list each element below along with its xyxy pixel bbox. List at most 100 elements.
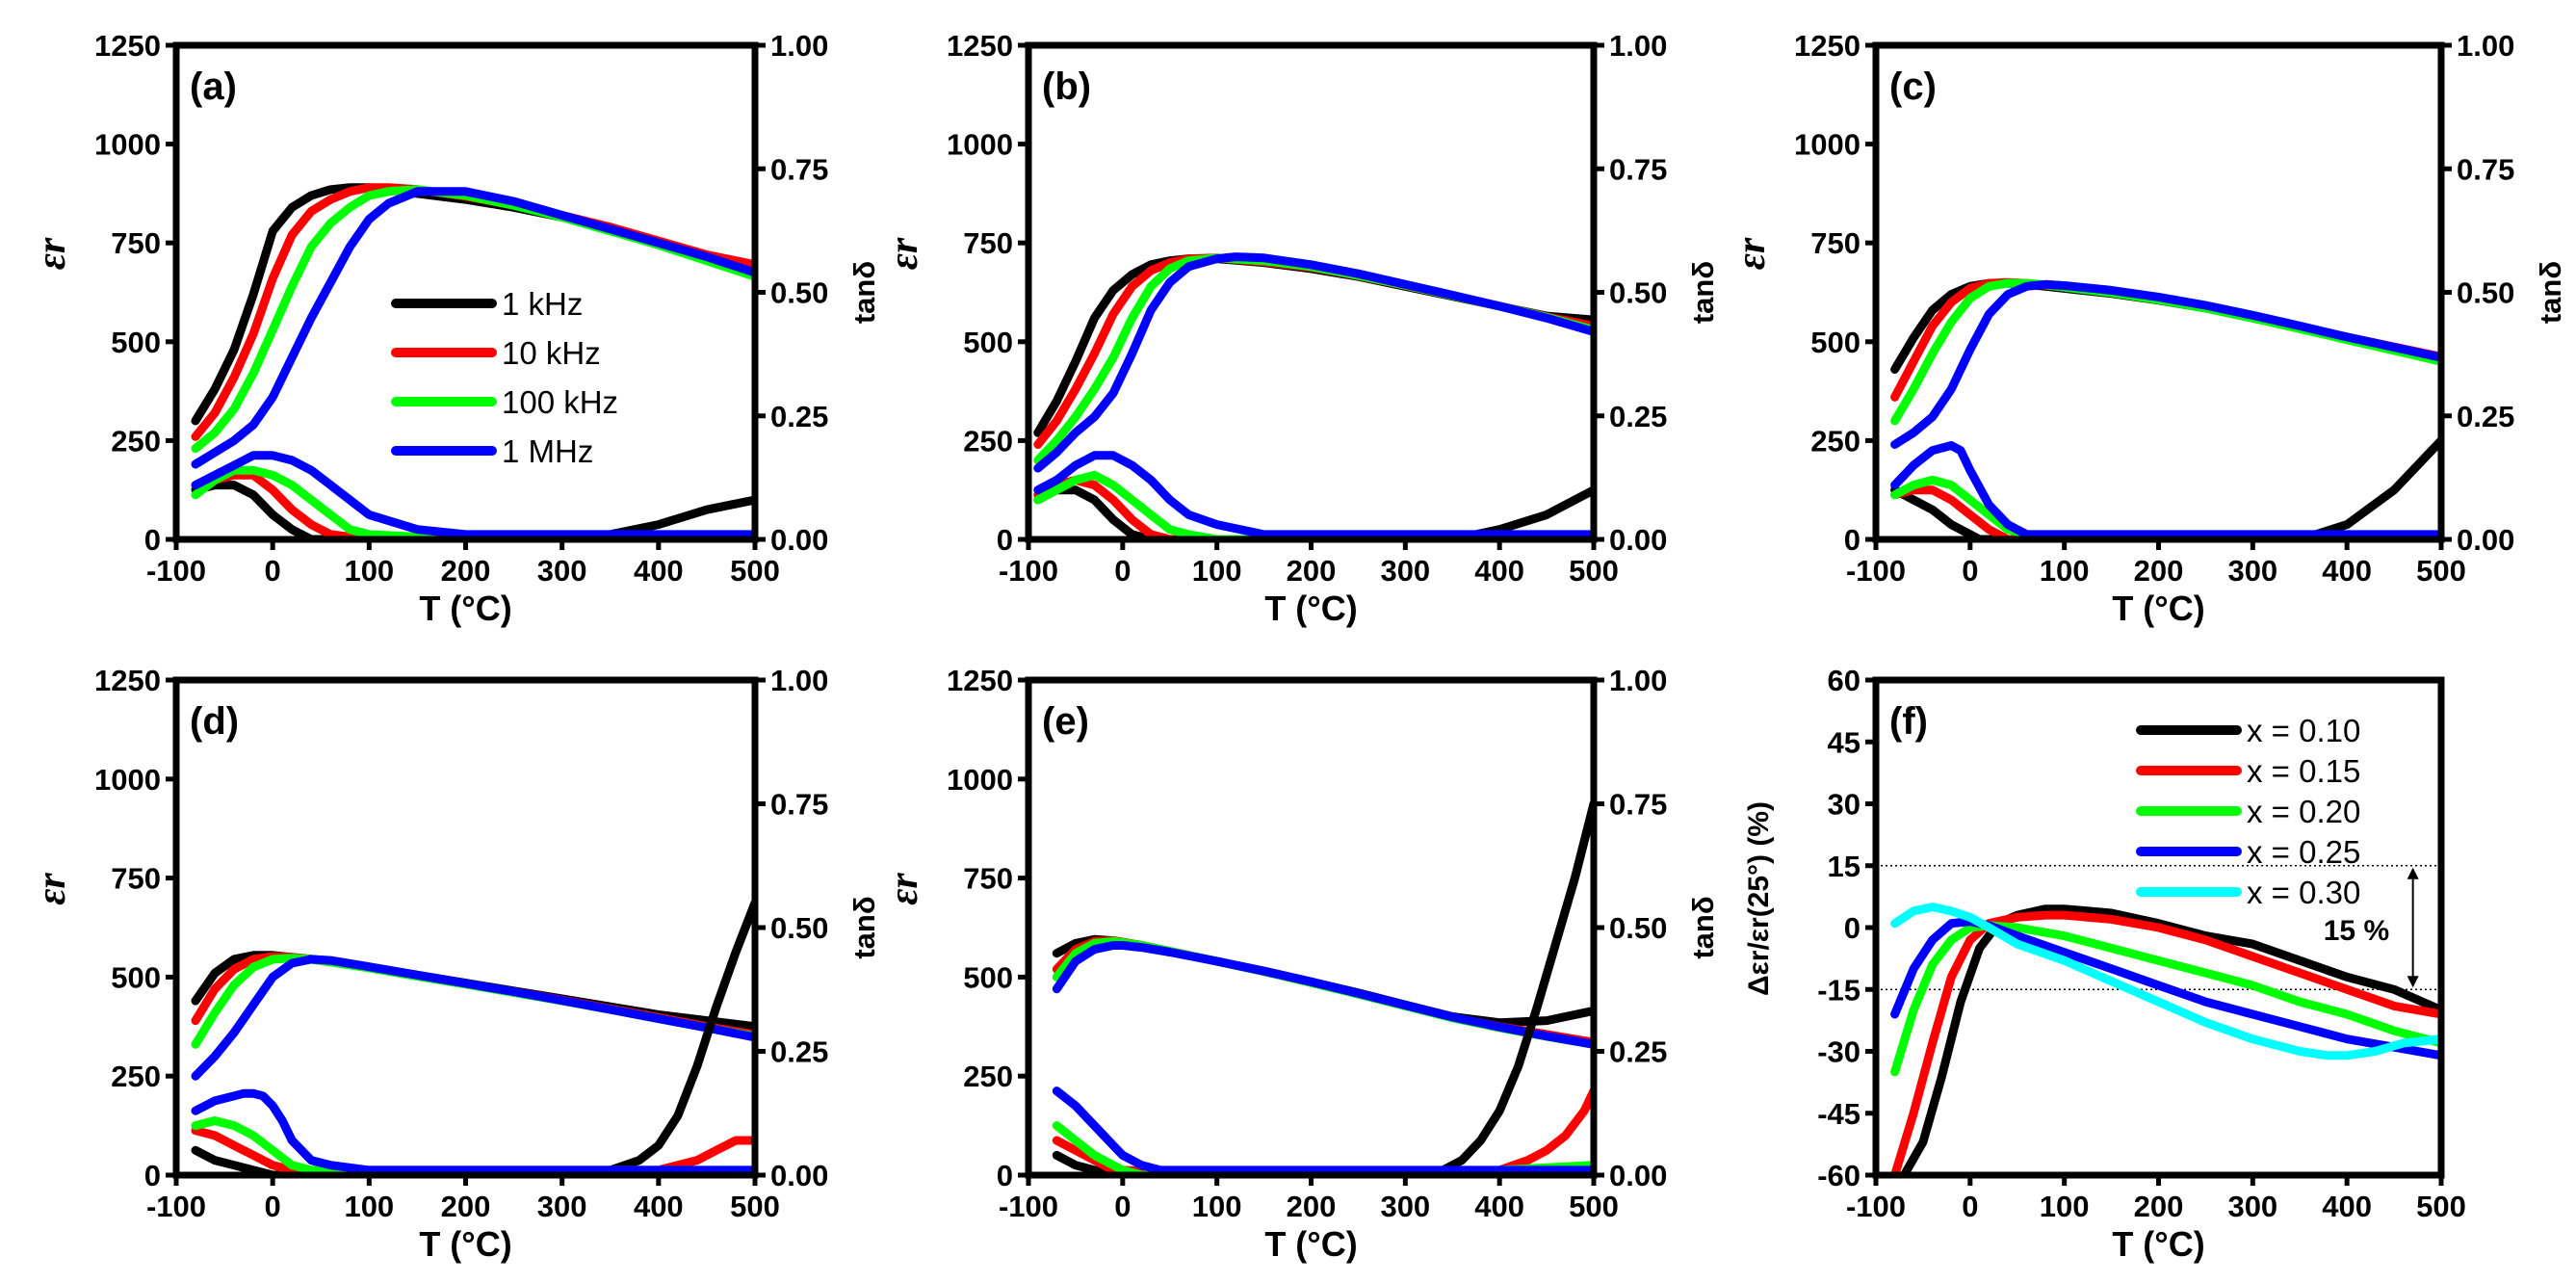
y2-axis-label: tanδ (2534, 261, 2567, 324)
x-tick-label: 400 (2322, 554, 2372, 588)
y-tick-label: 250 (1810, 424, 1860, 458)
y2-tick-label: 0.00 (770, 523, 828, 557)
y2-tick-label: 0.75 (770, 788, 828, 822)
y2-tick-label: 1.00 (1609, 664, 1667, 697)
series-line-10-khz-right (191, 470, 755, 539)
y-tick-label: 1000 (1794, 128, 1860, 162)
x-tick-label: 0 (1114, 1190, 1131, 1223)
panel-f: -100 0 100 200 300 400 500 T (°C) -60 -45 -30 -15 0 1… (1743, 664, 2466, 1264)
y2-tick-label: 0.75 (2457, 152, 2514, 186)
panel-label: (e) (1042, 700, 1089, 743)
series-line-1-mhz-right (1033, 451, 1594, 539)
y-tick-label: -30 (1817, 1035, 1860, 1069)
panel-label: (b) (1042, 65, 1091, 108)
series-line-100-khz-left (1890, 278, 2441, 426)
series-line-1-mhz-left (1890, 279, 2441, 449)
y2-tick-label: 0.00 (2457, 523, 2514, 557)
x-tick-label: 500 (730, 1190, 780, 1223)
y2-tick-label: 0.50 (1609, 276, 1667, 310)
legend-label: x = 0.10 (2247, 713, 2360, 748)
x-tick-label: 400 (1474, 1190, 1524, 1223)
x-tick-label: 400 (1474, 554, 1524, 588)
series-group (1033, 252, 1594, 539)
y-axis-label: εr (30, 873, 74, 905)
x-tick-label: 100 (344, 554, 394, 588)
x-tick-label: 200 (1287, 554, 1337, 588)
x-tick-label: 400 (634, 554, 684, 588)
series-line-1-khz-right (1890, 435, 2441, 539)
x-tick-label: 0 (1114, 554, 1131, 588)
y-tick-label: 750 (111, 862, 161, 896)
legend-label: x = 0.30 (2247, 875, 2360, 910)
x-axis-label: T (°C) (1264, 589, 1357, 628)
x-axis-label: T (°C) (1264, 1224, 1357, 1264)
y2-axis-label: tanδ (847, 261, 881, 324)
series-group (191, 183, 755, 539)
x-tick-label: 100 (2040, 1190, 2090, 1223)
y-tick-label: 250 (111, 1060, 161, 1093)
series-line-1-mhz-left (1033, 252, 1594, 473)
series-line-1-mhz-right (191, 451, 755, 539)
y2-tick-label: 1.00 (770, 29, 828, 63)
x-tick-label: 0 (265, 1190, 281, 1223)
legend-label: x = 0.20 (2247, 794, 2360, 829)
series-line-1-khz-right (191, 898, 755, 1175)
x-tick-label: 300 (2227, 554, 2277, 588)
y-tick-label: 15 (1828, 850, 1860, 883)
series-group (1052, 799, 1594, 1175)
series-line-1-mhz-left (191, 187, 755, 469)
y2-tick-label: 0.25 (2457, 400, 2514, 433)
panel-label: (a) (190, 65, 237, 108)
series-group (1890, 903, 2441, 1175)
y-tick-label: 45 (1828, 725, 1860, 759)
y2-tick-label: 0.25 (770, 400, 828, 433)
y-tick-label: 750 (1810, 226, 1860, 260)
series-line-1-mhz-right (191, 1088, 755, 1175)
y2-tick-label: 0.50 (1609, 911, 1667, 945)
x-tick-label: 500 (730, 554, 780, 588)
y-tick-label: 500 (111, 960, 161, 994)
y2-tick-label: 0.25 (1609, 400, 1667, 433)
legend-label: 100 kHz (502, 384, 618, 420)
series-line-100-khz-right (191, 465, 755, 539)
x-axis-label: T (°C) (419, 589, 511, 628)
series-group (191, 898, 755, 1175)
y-tick-label: 30 (1828, 788, 1860, 822)
y2-tick-label: 0.50 (770, 911, 828, 945)
series-line-1-khz-right (191, 481, 755, 539)
y-tick-label: 1000 (947, 128, 1013, 162)
series-line-100-khz-right (1890, 475, 2441, 539)
x-tick-label: 100 (1192, 554, 1242, 588)
y-tick-label: 500 (963, 960, 1013, 994)
legend: 1 kHz 10 kHz 100 kHz 1 MHz (391, 286, 618, 469)
y2-tick-label: 1.00 (1609, 29, 1667, 63)
x-tick-label: 300 (537, 554, 587, 588)
y-tick-label: 750 (111, 226, 161, 260)
y2-tick-label: 0.50 (770, 276, 828, 310)
x-tick-label: 100 (2040, 554, 2090, 588)
y2-tick-label: 0.25 (1609, 1035, 1667, 1069)
series-line-1-mhz-right (1890, 441, 2441, 539)
x-tick-label: 200 (441, 554, 491, 588)
y-tick-label: 250 (963, 424, 1013, 458)
legend-label: x = 0.15 (2247, 753, 2360, 789)
x-tick-label: 500 (2416, 1190, 2466, 1223)
x-tick-label: 0 (1962, 554, 1978, 588)
y-axis-label: Δεr/εr(25°) (%) (1743, 801, 1775, 996)
y-tick-label: 1000 (947, 763, 1013, 797)
y2-axis-label: tanδ (1686, 896, 1720, 958)
y2-tick-label: 1.00 (770, 664, 828, 697)
legend: x = 0.10 x = 0.15 x = 0.20 x = 0.25 x = 0.30 (2136, 713, 2360, 910)
y-tick-label: 0 (997, 1159, 1013, 1192)
series-line-1-mhz-left (1052, 941, 1594, 1049)
x-tick-label: 400 (2322, 1190, 2372, 1223)
x-tick-label: -100 (1846, 1190, 1906, 1223)
series-line-x-0-20-left (1890, 921, 2441, 1077)
panel-label: (c) (1889, 65, 1937, 108)
y2-tick-label: 0.00 (1609, 523, 1667, 557)
x-tick-label: 300 (2227, 1190, 2277, 1223)
x-tick-label: 300 (537, 1190, 587, 1223)
